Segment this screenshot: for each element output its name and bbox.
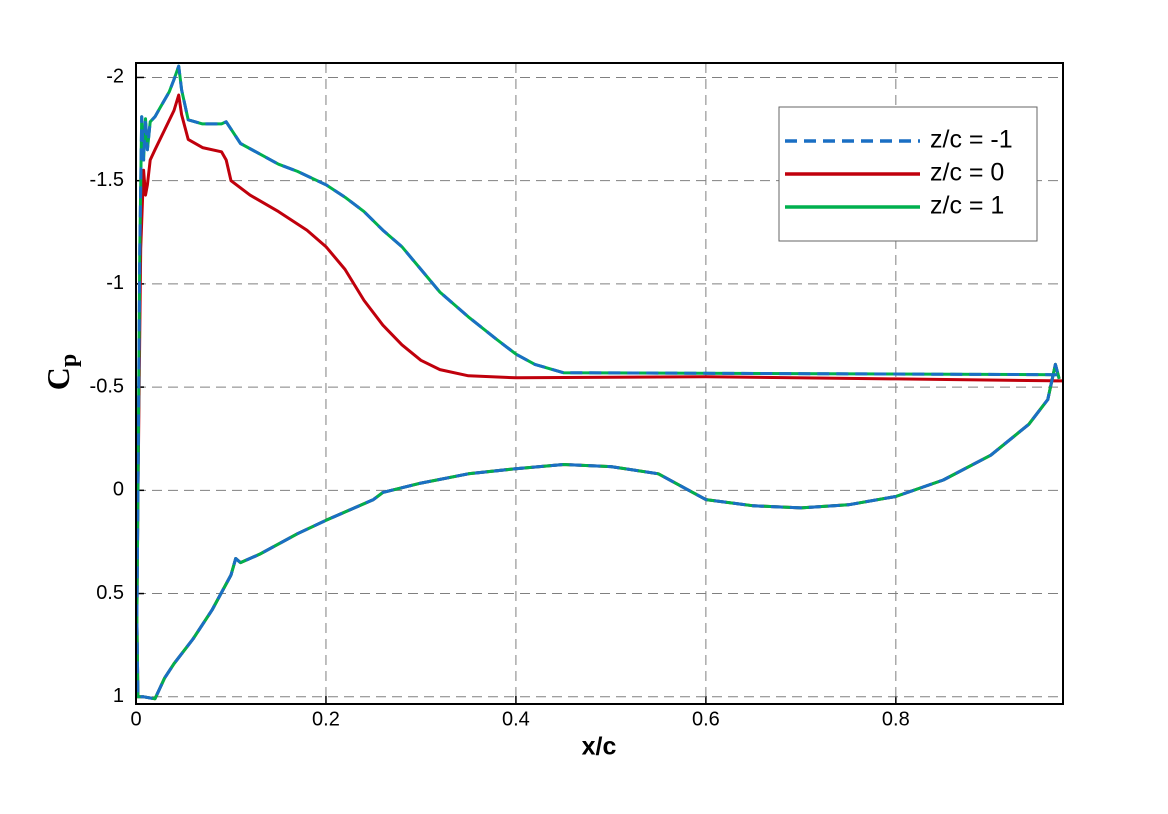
y-axis-label-main: C (40, 367, 76, 390)
legend-label: z/c = 1 (930, 192, 1004, 220)
x-tick-label: 0.6 (692, 708, 720, 730)
x-tick-label: 0.4 (502, 708, 530, 730)
x-tick-label: 0.2 (312, 708, 340, 730)
x-tick-label: 0.8 (882, 708, 910, 730)
y-tick-label: -2 (106, 66, 124, 88)
legend-label: z/c = 0 (930, 159, 1004, 187)
y-axis-label-subscript: p (56, 354, 82, 367)
y-tick-label: 1 (113, 685, 124, 707)
plot-frame (135, 62, 1064, 705)
y-tick-label: -1 (106, 272, 124, 294)
y-tick-label: 0 (113, 479, 124, 501)
series-line (136, 64, 1061, 701)
x-tick-label: 0 (130, 708, 141, 730)
y-tick-label: -1.5 (90, 169, 124, 191)
y-tick-label: 0.5 (96, 582, 124, 604)
y-axis-label: Cp (40, 354, 81, 390)
x-axis-label: x/c (582, 733, 617, 761)
legend-label: z/c = -1 (930, 126, 1013, 154)
y-tick-label: -0.5 (90, 375, 124, 397)
